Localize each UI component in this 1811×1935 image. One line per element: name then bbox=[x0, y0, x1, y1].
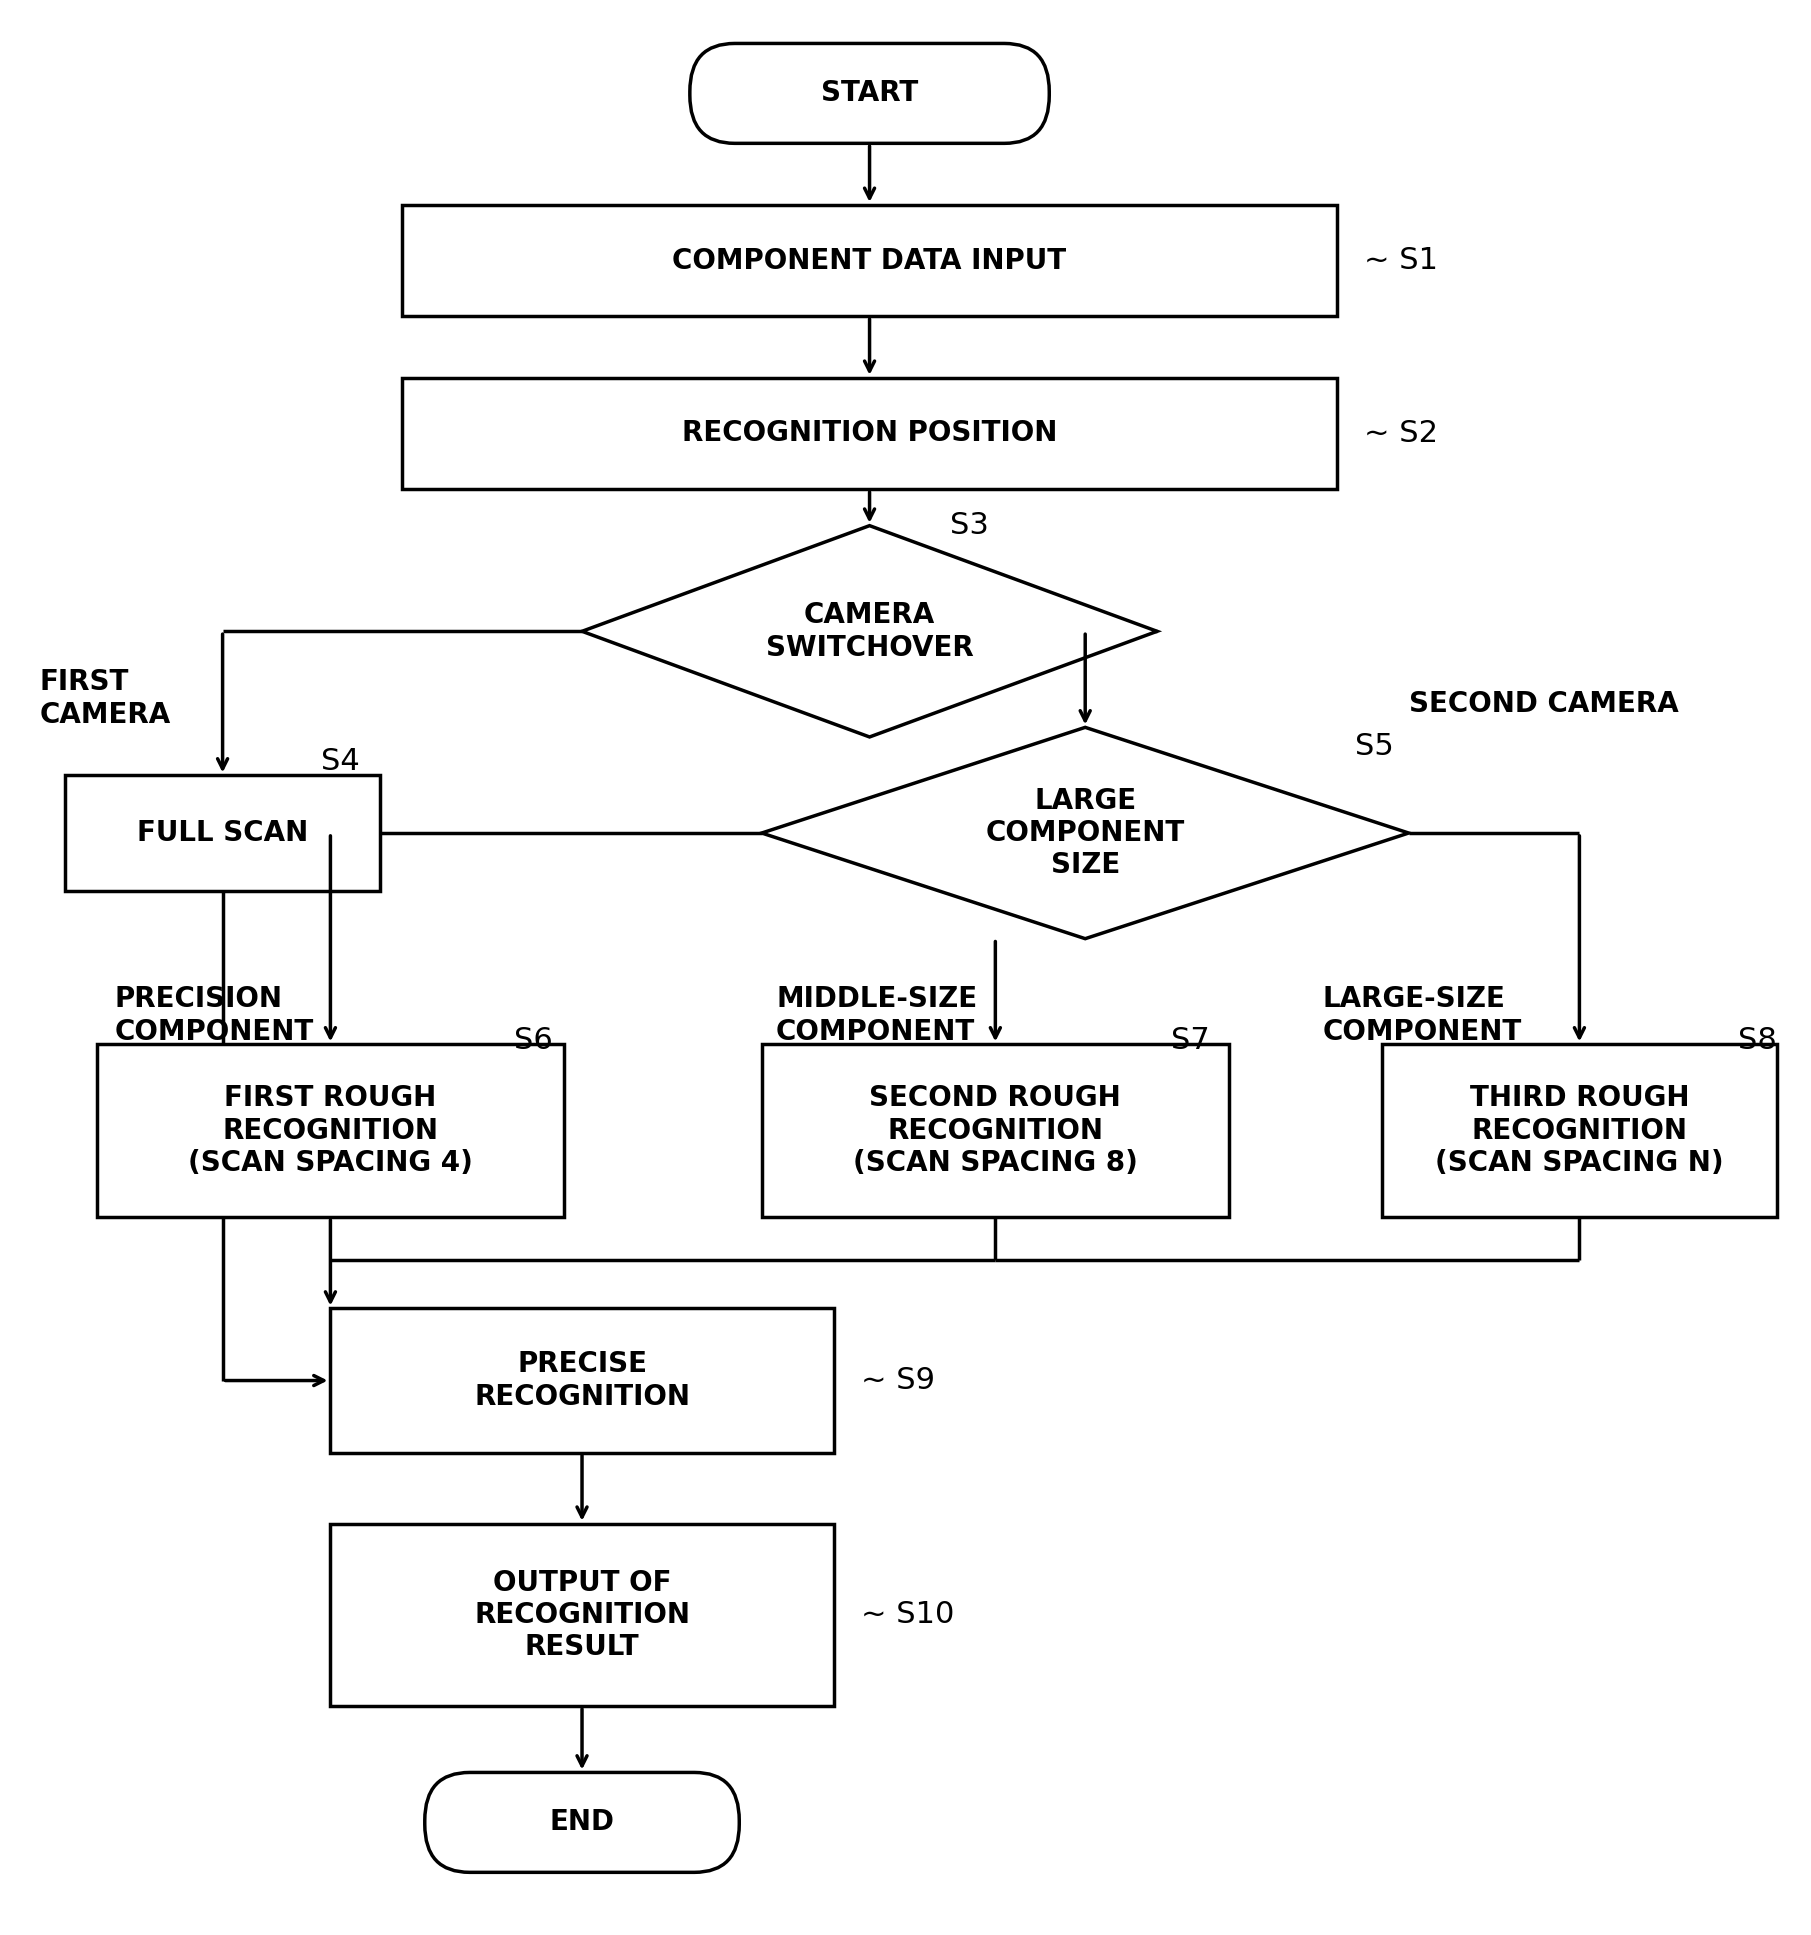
Text: S5: S5 bbox=[1355, 731, 1393, 760]
Text: START: START bbox=[820, 79, 918, 108]
Text: ~ S2: ~ S2 bbox=[1364, 420, 1438, 447]
Text: COMPONENT DATA INPUT: COMPONENT DATA INPUT bbox=[672, 246, 1067, 275]
Text: LARGE
COMPONENT
SIZE: LARGE COMPONENT SIZE bbox=[985, 788, 1184, 878]
Text: S7: S7 bbox=[1172, 1026, 1210, 1055]
Text: END: END bbox=[549, 1809, 614, 1836]
Bar bbox=[330, 1523, 833, 1707]
Text: S4: S4 bbox=[321, 747, 360, 776]
Bar bbox=[402, 205, 1337, 315]
Polygon shape bbox=[762, 728, 1409, 938]
Bar bbox=[96, 1045, 563, 1217]
Text: PRECISION
COMPONENT: PRECISION COMPONENT bbox=[114, 985, 313, 1045]
Text: ~ S1: ~ S1 bbox=[1364, 246, 1438, 275]
Text: SECOND CAMERA: SECOND CAMERA bbox=[1409, 691, 1679, 718]
Text: MIDDLE-SIZE
COMPONENT: MIDDLE-SIZE COMPONENT bbox=[777, 985, 978, 1045]
Text: OUTPUT OF
RECOGNITION
RESULT: OUTPUT OF RECOGNITION RESULT bbox=[474, 1569, 690, 1662]
Text: S8: S8 bbox=[1737, 1026, 1777, 1055]
Text: ~ S9: ~ S9 bbox=[860, 1366, 934, 1395]
Bar bbox=[402, 377, 1337, 490]
Text: FULL SCAN: FULL SCAN bbox=[138, 819, 308, 848]
Text: FIRST ROUGH
RECOGNITION
(SCAN SPACING 4): FIRST ROUGH RECOGNITION (SCAN SPACING 4) bbox=[188, 1084, 473, 1176]
Bar bbox=[65, 776, 380, 890]
Text: CAMERA
SWITCHOVER: CAMERA SWITCHOVER bbox=[766, 602, 974, 662]
Bar bbox=[762, 1045, 1230, 1217]
FancyBboxPatch shape bbox=[690, 43, 1049, 143]
Polygon shape bbox=[581, 526, 1157, 737]
Text: FIRST
CAMERA: FIRST CAMERA bbox=[40, 668, 170, 729]
Text: THIRD ROUGH
RECOGNITION
(SCAN SPACING N): THIRD ROUGH RECOGNITION (SCAN SPACING N) bbox=[1434, 1084, 1724, 1176]
Text: S6: S6 bbox=[514, 1026, 552, 1055]
Bar bbox=[1382, 1045, 1777, 1217]
FancyBboxPatch shape bbox=[426, 1772, 739, 1873]
Text: RECOGNITION POSITION: RECOGNITION POSITION bbox=[683, 420, 1058, 447]
Text: SECOND ROUGH
RECOGNITION
(SCAN SPACING 8): SECOND ROUGH RECOGNITION (SCAN SPACING 8… bbox=[853, 1084, 1137, 1176]
Bar bbox=[330, 1308, 833, 1453]
Text: S3: S3 bbox=[951, 511, 989, 540]
Text: PRECISE
RECOGNITION: PRECISE RECOGNITION bbox=[474, 1351, 690, 1411]
Text: ~ S10: ~ S10 bbox=[860, 1600, 954, 1629]
Text: LARGE-SIZE
COMPONENT: LARGE-SIZE COMPONENT bbox=[1322, 985, 1521, 1045]
